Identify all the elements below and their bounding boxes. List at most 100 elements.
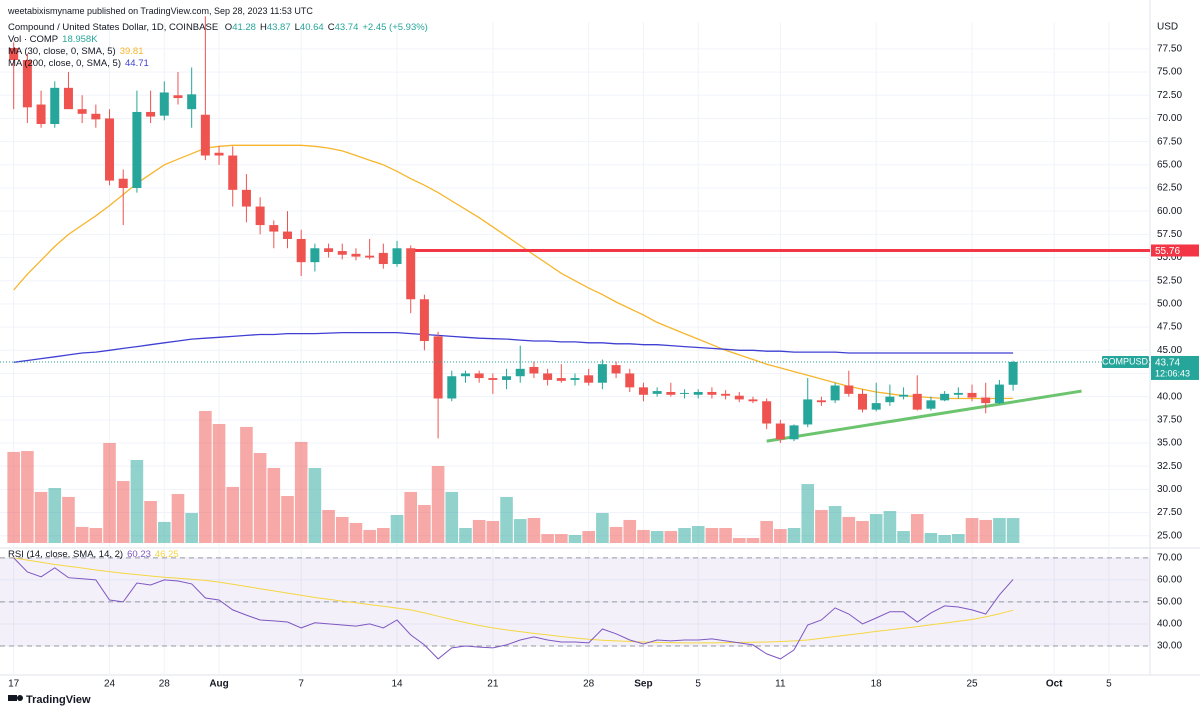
volume-bar [130, 459, 144, 543]
volume-bar [89, 527, 103, 543]
ma-legend: MA (30, close, 0, SMA, 5) 39.81 [8, 46, 148, 57]
volume-bar [418, 504, 431, 543]
candle-body [50, 87, 60, 125]
change: +2.45 (+5.93%) [362, 22, 428, 33]
x-tick-label: 5 [695, 679, 701, 690]
volume-bar [623, 519, 637, 543]
candle-body [118, 178, 128, 188]
legend-value: 46.25 [154, 549, 179, 560]
candle-body [310, 248, 320, 263]
volume-bar [582, 531, 595, 543]
candle-body [283, 231, 292, 239]
volume-bar [240, 426, 253, 543]
volume-bar [103, 442, 116, 543]
ohlc-label: C [327, 22, 335, 33]
x-tick-label: Oct [1046, 679, 1063, 690]
candle-body [844, 385, 854, 394]
y-tick-label: 67.50 [1157, 136, 1182, 147]
candle-body [597, 364, 607, 383]
y-tick-label: 77.50 [1157, 44, 1182, 55]
candle-body [214, 152, 224, 156]
x-tick-label: 24 [104, 679, 116, 690]
ohlc-label: O [224, 22, 233, 33]
legend-value: 44.71 [125, 58, 149, 69]
rsi-line [13, 557, 1014, 660]
candle-body [255, 206, 265, 226]
x-tick-label: 21 [487, 679, 499, 690]
ohlc-value: 41.28 [232, 22, 256, 33]
volume-bar [212, 424, 226, 543]
volume-bar [760, 521, 773, 543]
volume-bar [363, 529, 376, 543]
volume-bar [226, 486, 240, 543]
candle-body [105, 118, 115, 181]
ma-legend: MA (200, close, 0, SMA, 5) 44.71 [8, 58, 153, 69]
candle-body [77, 109, 87, 114]
volume-bar [541, 534, 554, 543]
legend-name: RSI (14, close, SMA, 14, 2) [8, 549, 124, 560]
publisher: weetabixismyname published on TradingVie… [8, 6, 313, 16]
volume-bar [842, 516, 856, 543]
volume-bar [157, 521, 171, 543]
volume-bar [678, 527, 691, 543]
candle-body [447, 376, 457, 399]
candle-body [91, 113, 101, 120]
volume-bar [719, 527, 732, 543]
candle-body [419, 299, 429, 341]
candle-body [775, 423, 785, 440]
volume-bar [979, 519, 993, 543]
candle-body [994, 384, 1004, 404]
symbol-title: Compound / United States Dollar, 1D, COI… [8, 22, 219, 33]
volume-bar [637, 529, 650, 543]
y-tick-label: 45.00 [1157, 345, 1182, 356]
volume-bar [883, 511, 897, 543]
volume-bar [1006, 518, 1020, 543]
x-tick-label: 25 [966, 679, 978, 690]
candle-body [433, 336, 443, 399]
x-tick-label: 11 [775, 679, 786, 690]
candle-body [858, 393, 867, 410]
volume-bar [171, 494, 185, 543]
y-tick-label: 55.00 [1157, 252, 1182, 263]
x-tick-label: 28 [159, 679, 171, 690]
brand: TradingView [26, 694, 91, 706]
volume-bar [445, 491, 459, 543]
volume-bar [938, 534, 951, 543]
y-tick-label: 75.00 [1157, 67, 1182, 78]
candle-body [940, 393, 950, 401]
volume-bar [486, 521, 500, 543]
volume-bar [746, 537, 760, 543]
y-tick-label: 50.00 [1157, 597, 1182, 608]
candle-body [543, 373, 553, 380]
y-tick-label: 62.50 [1157, 183, 1182, 194]
volume-bar [116, 481, 130, 543]
volume-bar [952, 534, 965, 543]
y-tick-label: 40.00 [1157, 619, 1182, 630]
candle-body [830, 385, 840, 401]
candle-body [953, 392, 963, 395]
legend-name: Vol · COMP [8, 34, 59, 45]
volume-bar [349, 522, 363, 543]
y-tick-label: 52.50 [1157, 275, 1182, 286]
y-tick-label: 47.50 [1157, 322, 1182, 333]
ohlc-label: L [294, 22, 300, 33]
candle-body [638, 387, 648, 395]
x-tick-label: 18 [871, 679, 883, 690]
y-tick-label: 70.00 [1157, 553, 1182, 564]
candle-body [981, 397, 991, 404]
volume-bar [568, 534, 582, 543]
candle-body [36, 104, 46, 125]
candle-body [378, 252, 388, 265]
volume-bar [459, 527, 472, 543]
volume-bar [21, 451, 34, 543]
y-tick-label: 57.50 [1157, 229, 1182, 240]
y-tick-label: 60.00 [1157, 206, 1182, 217]
price-box [1151, 355, 1199, 380]
volume-bar [7, 451, 20, 543]
x-tick-label: 5 [1106, 679, 1112, 690]
x-tick-label: Sep [634, 679, 652, 690]
legend-value: 39.81 [119, 46, 144, 57]
candle-body [187, 94, 197, 110]
y-tick-label: 70.00 [1157, 113, 1182, 124]
